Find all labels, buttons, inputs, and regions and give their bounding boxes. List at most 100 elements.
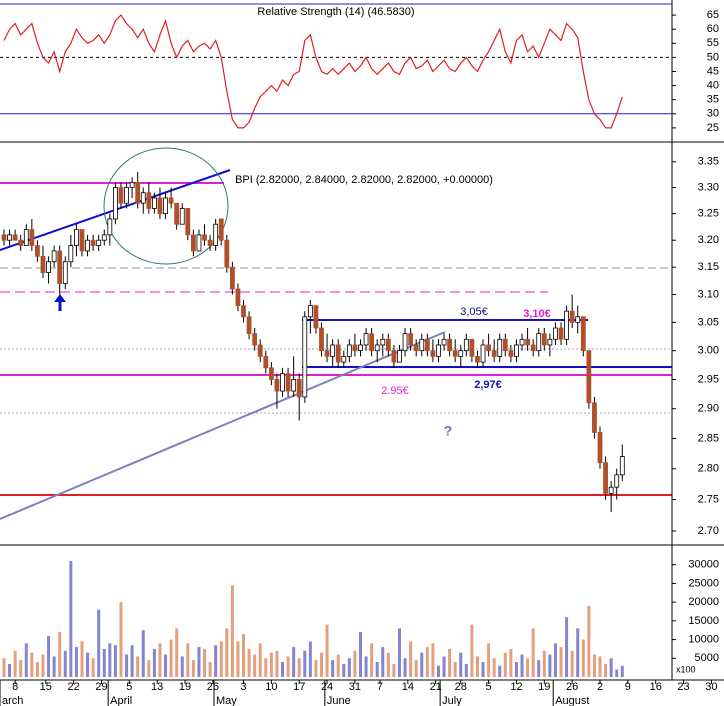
x-tick-label: 19 [179, 681, 191, 693]
volume-bar [565, 617, 569, 677]
volume-bar [130, 645, 134, 677]
volume-bar [576, 628, 580, 677]
candle-body [547, 338, 553, 346]
volume-bar [69, 560, 73, 677]
candle-body [541, 333, 547, 346]
candle-body [40, 255, 46, 274]
volume-bar [47, 635, 51, 677]
candle-body [151, 197, 157, 209]
candle-body [285, 373, 291, 392]
volume-bar [531, 628, 535, 677]
volume-bar [381, 647, 385, 677]
candle-body [486, 344, 492, 352]
volume-bar [264, 658, 268, 677]
candle-body [603, 462, 608, 494]
volume-bar [225, 628, 229, 677]
volume-bar [191, 660, 195, 677]
volume-bar [208, 662, 212, 677]
volume-bar [548, 654, 552, 677]
candle-body [29, 229, 35, 246]
volume-bar [297, 658, 301, 677]
candle-body [196, 234, 202, 252]
volume-bar [375, 662, 379, 677]
candle-body [569, 310, 575, 323]
x-tick-label: 16 [650, 681, 662, 693]
candle-body [296, 379, 302, 398]
candle-body [7, 234, 12, 241]
x-tick-label: 24 [321, 681, 333, 693]
month-label: July [442, 695, 462, 706]
rsi-title: Relative Strength (14) (46.5830) [257, 6, 414, 18]
month-label: arch [2, 695, 23, 706]
candle-body [174, 202, 180, 225]
volume-bar [470, 624, 474, 677]
volume-bar [19, 660, 23, 677]
volume-bar [13, 650, 17, 677]
candle-body [140, 192, 146, 204]
volume-bar [542, 650, 546, 677]
candle-body [107, 218, 113, 236]
y-tick-label: 40 [707, 80, 719, 92]
y-tick-label: 2.85 [698, 432, 719, 444]
volume-bar [286, 656, 290, 677]
candle-body [302, 316, 308, 398]
volume-bar [108, 643, 112, 677]
candle-body [235, 288, 241, 307]
candle-body [68, 245, 74, 263]
candle-body [558, 327, 564, 340]
volume-bar [498, 665, 502, 677]
volume-bar [453, 662, 457, 677]
volume-bar [74, 647, 78, 677]
volume-bar [230, 585, 234, 677]
x-tick-label: 26 [566, 681, 578, 693]
volume-bar [581, 639, 585, 677]
candle-body [586, 350, 592, 404]
volume-bar [319, 652, 323, 677]
candle-body [358, 344, 363, 352]
arrow-head [54, 294, 66, 302]
highlight-circle [103, 147, 229, 265]
y-tick-label: 2.70 [698, 525, 719, 537]
volume-bar [397, 628, 401, 677]
volume-bar [331, 660, 335, 677]
volume-bar [492, 658, 496, 677]
volume-bar [113, 645, 117, 677]
candle-body [23, 229, 29, 246]
y-tick-label: 3.00 [698, 345, 719, 357]
volume-bar [559, 647, 563, 677]
candle-body [207, 239, 213, 246]
volume-bar [281, 662, 285, 677]
candle-body [263, 355, 269, 369]
volume-bar [336, 654, 340, 677]
candle-body [575, 316, 581, 323]
x-tick-label: 22 [68, 681, 80, 693]
y-tick-label: 60 [707, 23, 719, 35]
x-tick-label: 28 [455, 681, 467, 693]
candle-body [324, 350, 330, 357]
volume-bar [448, 648, 452, 677]
y-tick-label: 3.10 [698, 288, 719, 300]
volume-bar [35, 662, 39, 677]
volume-bar [604, 663, 608, 677]
candle-body [241, 305, 246, 318]
volume-bar [314, 660, 318, 677]
y-tick-label: 30 [707, 108, 719, 120]
y-tick-label: 5000 [695, 652, 719, 664]
volume-bar [553, 643, 557, 677]
candle-body [257, 344, 263, 357]
candle-body [35, 245, 40, 257]
annotation: 2.95€ [381, 385, 409, 397]
x-tick-label: 5 [486, 681, 492, 693]
volume-bar [258, 643, 262, 677]
volume-bar [409, 641, 413, 677]
volume-bar [253, 654, 257, 677]
volume-bar [164, 654, 168, 677]
y-tick-label: 2.95 [698, 373, 719, 385]
candle-body [592, 402, 597, 433]
volume-bar [403, 658, 407, 677]
volume-bar [303, 650, 307, 677]
annotation: 3,10€ [523, 308, 551, 320]
candle-body [113, 187, 118, 220]
candle-body [424, 338, 430, 352]
volume-bar [520, 654, 524, 677]
